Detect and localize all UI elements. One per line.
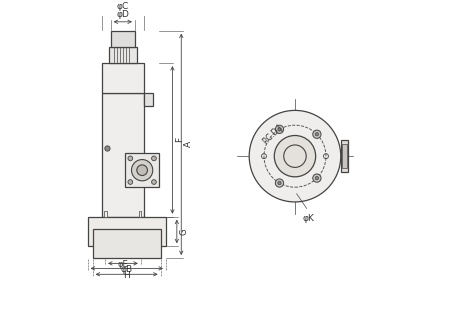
Bar xyxy=(104,211,106,217)
Bar xyxy=(101,93,144,217)
Bar xyxy=(101,63,144,93)
Text: φK: φK xyxy=(302,214,313,223)
Bar xyxy=(144,93,153,106)
Text: A: A xyxy=(184,141,193,147)
Circle shape xyxy=(105,146,110,151)
Text: P.C.D.J: P.C.D.J xyxy=(260,122,284,145)
Circle shape xyxy=(277,128,280,131)
Bar xyxy=(341,144,347,168)
Circle shape xyxy=(275,179,283,187)
Circle shape xyxy=(274,136,315,177)
Circle shape xyxy=(151,180,156,184)
Text: G: G xyxy=(179,228,188,235)
Circle shape xyxy=(136,165,147,176)
Circle shape xyxy=(314,176,318,180)
Bar xyxy=(340,140,347,172)
Text: φE: φE xyxy=(118,260,128,269)
Circle shape xyxy=(277,181,280,185)
Circle shape xyxy=(128,180,132,184)
Bar xyxy=(92,229,160,258)
Bar xyxy=(109,47,137,63)
Bar xyxy=(139,211,141,217)
Circle shape xyxy=(312,130,320,138)
Circle shape xyxy=(131,160,152,181)
Bar xyxy=(88,217,166,246)
Text: φD: φD xyxy=(116,10,129,19)
Circle shape xyxy=(249,111,340,202)
Bar xyxy=(111,31,134,47)
Text: φB: φB xyxy=(120,265,133,274)
Text: H: H xyxy=(123,271,130,280)
Circle shape xyxy=(151,156,156,161)
Circle shape xyxy=(275,125,283,133)
Circle shape xyxy=(312,174,320,182)
Bar xyxy=(125,153,159,187)
Text: F: F xyxy=(175,137,184,143)
Circle shape xyxy=(314,133,318,136)
Circle shape xyxy=(128,156,132,161)
Text: φC: φC xyxy=(117,2,129,11)
